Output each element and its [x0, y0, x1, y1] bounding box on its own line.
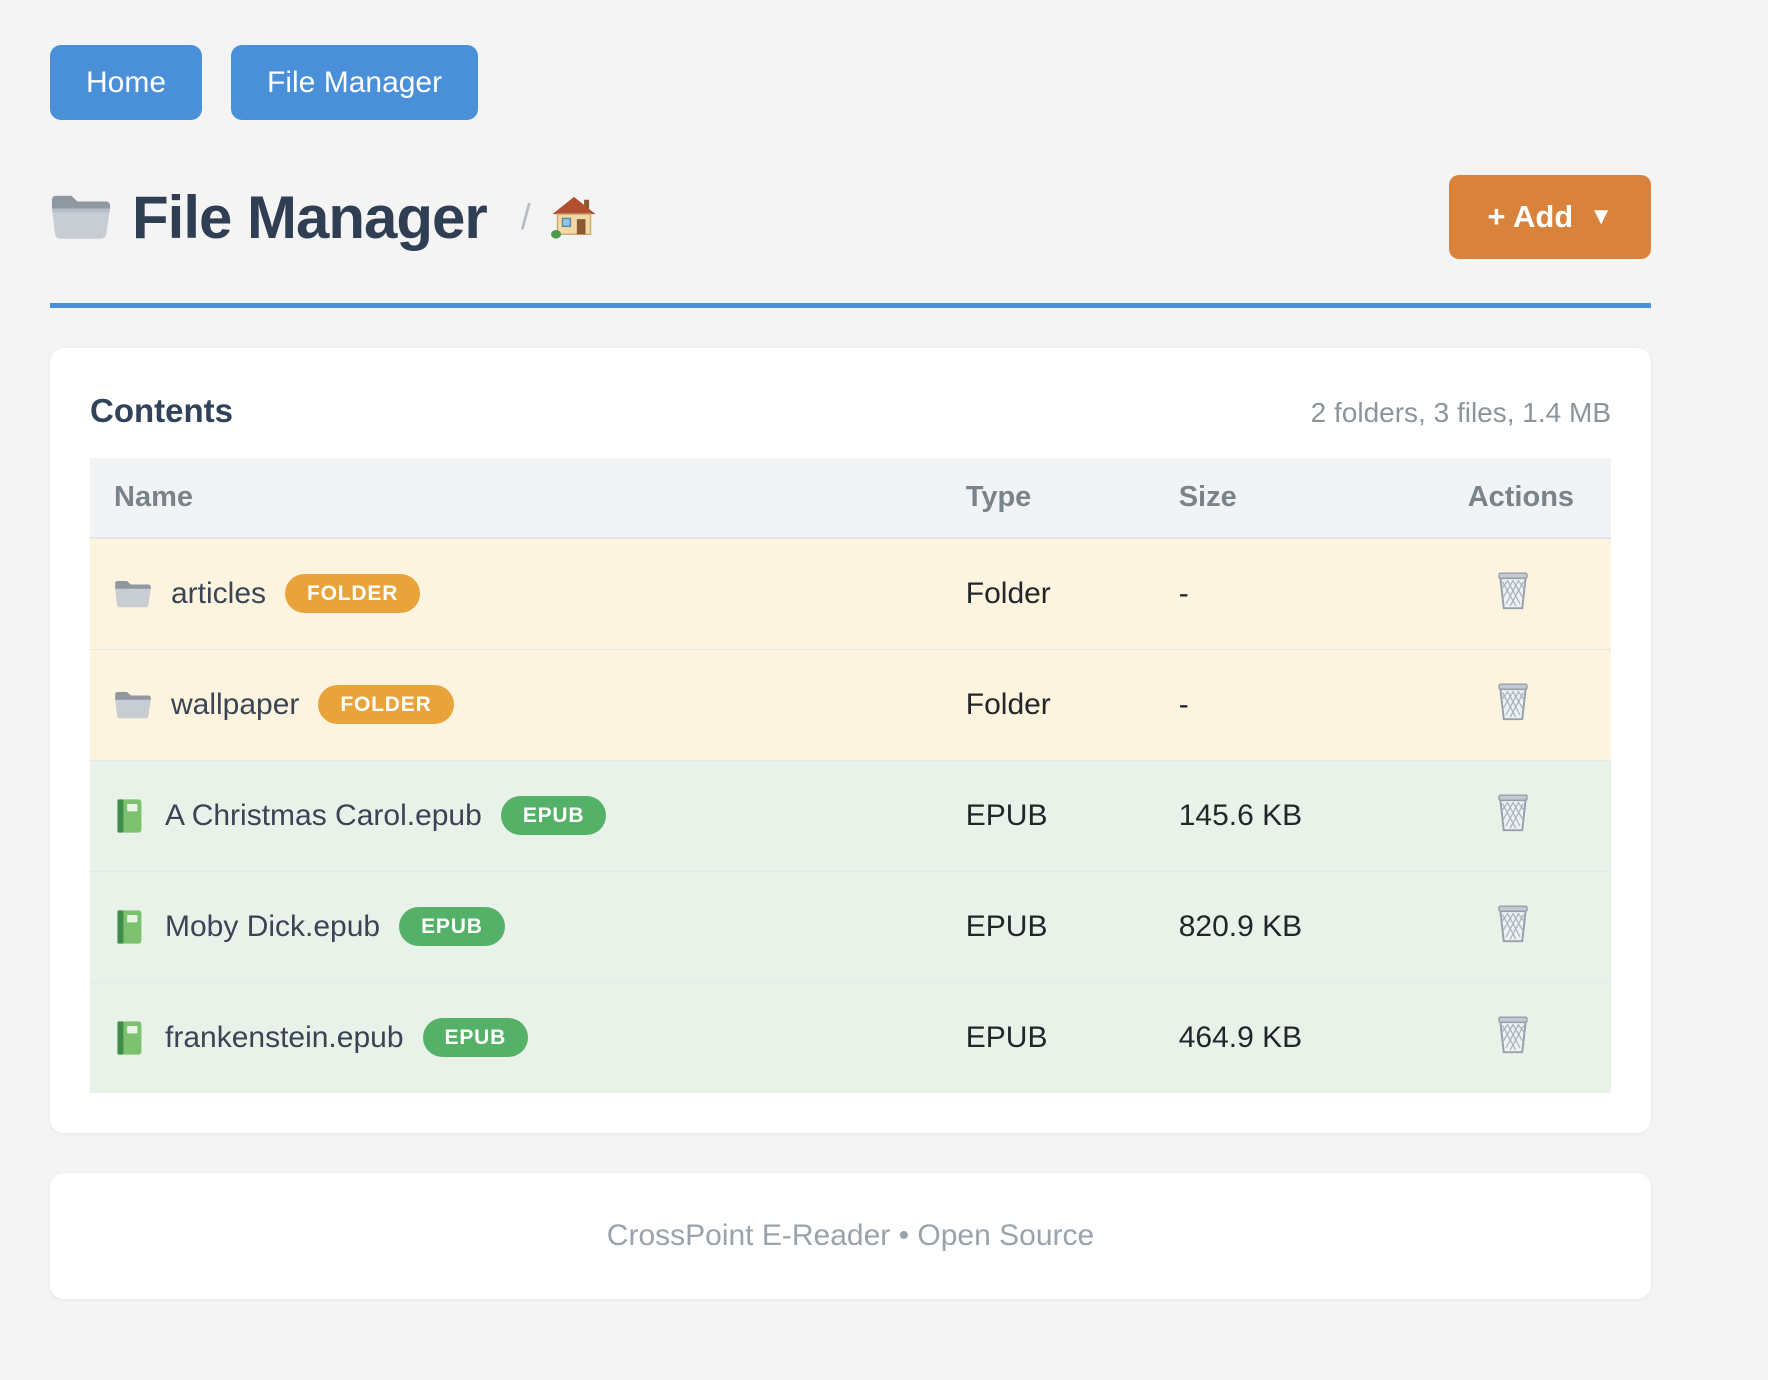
file-type-cell: EPUB [941, 982, 1155, 1093]
file-type-cell: EPUB [941, 760, 1155, 872]
trash-icon [1494, 1013, 1532, 1055]
file-type-cell: Folder [941, 538, 1155, 650]
file-size-cell: - [1154, 538, 1444, 650]
file-name-link[interactable]: articles [171, 576, 267, 610]
contents-summary: 2 folders, 3 files, 1.4 MB [1310, 397, 1611, 428]
file-name-link[interactable]: Moby Dick.epub [165, 909, 381, 943]
contents-card: Contents 2 folders, 3 files, 1.4 MB Name… [50, 348, 1651, 1133]
file-type-badge: EPUB [422, 1018, 529, 1058]
nav-file-manager-button[interactable]: File Manager [231, 45, 479, 120]
delete-button[interactable] [1494, 791, 1532, 833]
column-header-name: Name [90, 458, 942, 539]
file-name-cell: wallpaper FOLDER [90, 649, 942, 761]
trash-icon [1494, 791, 1532, 833]
page-title: File Manager [132, 183, 488, 251]
trash-icon [1494, 902, 1532, 944]
file-actions-cell [1443, 871, 1611, 983]
home-icon[interactable] [550, 194, 597, 240]
file-name-link[interactable]: A Christmas Carol.epub [165, 798, 482, 832]
folder-icon [114, 689, 152, 721]
file-type-badge: FOLDER [285, 574, 421, 614]
file-table: Name Type Size Actions [90, 458, 1611, 1093]
file-actions-cell [1443, 760, 1611, 872]
file-type-cell: EPUB [941, 871, 1155, 983]
file-type-badge: EPUB [500, 796, 607, 835]
file-actions-cell [1443, 982, 1611, 1093]
file-table-body: articles FOLDER Folder - [90, 538, 1611, 1093]
contents-card-header: Contents 2 folders, 3 files, 1.4 MB [90, 392, 1611, 430]
file-type-badge: EPUB [399, 907, 505, 946]
add-button[interactable]: + Add ▼ [1449, 175, 1651, 259]
file-name-cell: articles FOLDER [90, 538, 942, 650]
table-row: frankenstein.epub EPUB EPUB 464.9 KB [90, 982, 1611, 1093]
file-name-cell: A Christmas Carol.epub EPUB [90, 760, 942, 872]
delete-button[interactable] [1494, 680, 1532, 722]
footer: CrossPoint E-Reader • Open Source [50, 1173, 1651, 1299]
delete-button[interactable] [1494, 902, 1532, 944]
column-header-actions: Actions [1443, 458, 1611, 539]
file-type-badge: FOLDER [318, 685, 454, 724]
title-group: File Manager / [50, 183, 597, 252]
column-header-type: Type [941, 458, 1155, 539]
file-name-link[interactable]: wallpaper [171, 687, 300, 721]
file-actions-cell [1443, 538, 1611, 650]
file-size-cell: - [1154, 649, 1444, 761]
book-icon [114, 797, 146, 835]
title-divider [50, 303, 1651, 308]
table-row: wallpaper FOLDER Folder - [90, 649, 1611, 761]
contents-title: Contents [90, 392, 233, 429]
file-size-cell: 820.9 KB [1154, 871, 1444, 983]
delete-button[interactable] [1494, 1013, 1532, 1055]
file-name-cell: frankenstein.epub EPUB [90, 982, 942, 1093]
file-table-header: Name Type Size Actions [90, 458, 1611, 539]
table-row: A Christmas Carol.epub EPUB EPUB 145.6 K… [90, 760, 1611, 872]
caret-down-icon: ▼ [1589, 203, 1613, 230]
book-icon [114, 1019, 146, 1057]
file-size-cell: 464.9 KB [1154, 982, 1444, 1093]
footer-text: CrossPoint E-Reader • Open Source [606, 1219, 1095, 1252]
file-type-cell: Folder [941, 649, 1155, 761]
folder-icon [50, 191, 112, 243]
file-name-link[interactable]: frankenstein.epub [165, 1020, 404, 1054]
file-actions-cell [1443, 649, 1611, 761]
folder-icon [114, 578, 152, 610]
file-size-cell: 145.6 KB [1154, 760, 1444, 872]
book-icon [114, 908, 146, 946]
trash-icon [1494, 569, 1532, 611]
trash-icon [1494, 680, 1532, 722]
table-row: articles FOLDER Folder - [90, 538, 1611, 650]
page-header: File Manager / + Add ▼ [50, 175, 1651, 259]
page-container: Home File Manager File Manager / [50, 0, 1651, 1299]
breadcrumb-separator: / [520, 196, 531, 237]
top-nav: Home File Manager [50, 0, 1651, 120]
column-header-size: Size [1154, 458, 1444, 539]
add-button-label: + Add [1487, 199, 1574, 234]
delete-button[interactable] [1494, 569, 1532, 611]
file-name-cell: Moby Dick.epub EPUB [90, 871, 942, 983]
nav-home-button[interactable]: Home [50, 45, 203, 120]
table-row: Moby Dick.epub EPUB EPUB 820.9 KB [90, 871, 1611, 983]
